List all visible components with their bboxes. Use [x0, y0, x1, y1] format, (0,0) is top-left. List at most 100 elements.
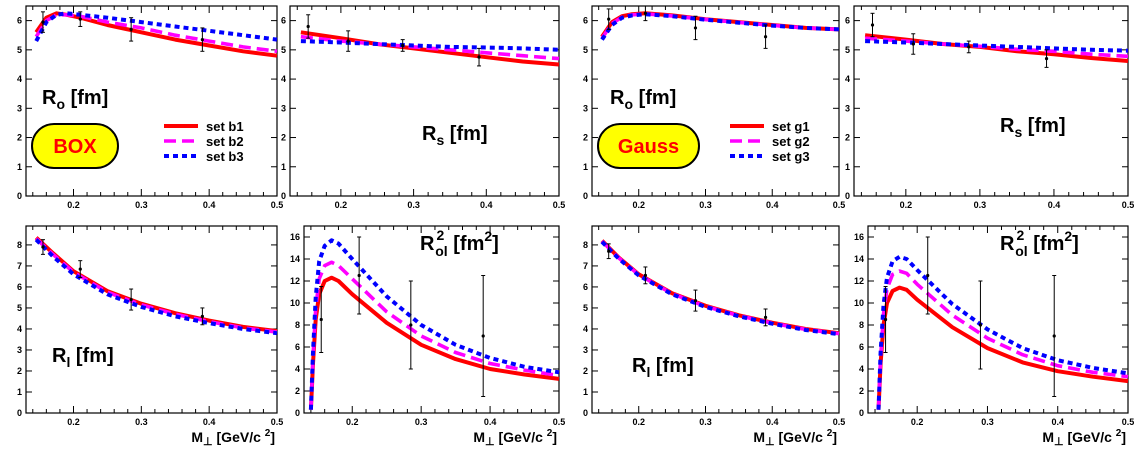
x-tick-label: 0.4	[203, 417, 216, 427]
x-tick-label: 0.3	[135, 417, 148, 427]
y-tick-label: 3	[583, 345, 588, 355]
panel-title: R 2 ol [fm2]	[420, 227, 499, 259]
plot-frame	[303, 225, 560, 414]
data-point	[883, 317, 888, 322]
x-tick-label: 0.5	[553, 200, 566, 210]
series-line-2	[34, 238, 278, 336]
y-tick-label: 0	[17, 191, 22, 201]
y-tick-label: 8	[583, 240, 588, 250]
y-tick-label: 0	[295, 408, 300, 418]
y-tick-label: 2	[583, 366, 588, 376]
x-tick-label: 0.3	[981, 417, 994, 427]
y-tick-label: 0	[17, 408, 22, 418]
data-point	[319, 317, 323, 322]
x-axis-label-unit: [GeV/c	[1064, 429, 1116, 445]
data-point	[911, 42, 915, 46]
y-tick-label: 8	[17, 240, 22, 250]
x-axis-label-unit: [GeV/c	[213, 429, 265, 445]
y-tick-label: 6	[583, 16, 588, 26]
panel-title-close: ]	[1072, 233, 1079, 255]
series-line-2	[600, 12, 840, 41]
y-tick-label: 5	[281, 45, 286, 55]
y-tick-label: 7	[583, 261, 588, 271]
x-tick-label: 0.5	[553, 417, 566, 427]
panel-title: Rs [fm]	[1000, 115, 1066, 140]
y-tick-label: 16	[854, 232, 864, 242]
x-tick-label: 0.5	[833, 417, 846, 427]
y-tick-label: 2	[17, 133, 22, 143]
series-line-0	[34, 236, 278, 334]
data-point	[41, 245, 45, 249]
y-tick-label: 1	[583, 162, 588, 172]
legend-label: set g3	[772, 149, 810, 164]
x-tick-label: 0.4	[766, 200, 779, 210]
x-tick-label: 0.2	[900, 200, 913, 210]
y-tick-label: 3	[583, 103, 588, 113]
data-point	[643, 11, 648, 15]
y-tick-label: 2	[17, 366, 22, 376]
panel-title-sub: l	[646, 364, 650, 380]
panel-title-main: R	[632, 355, 647, 377]
x-axis-label-unit: [GeV/c	[495, 429, 547, 445]
panel-title-main: R	[52, 345, 67, 367]
data-point	[607, 249, 611, 253]
x-axis-label-close: ]	[552, 429, 557, 445]
y-tick-label: 6	[17, 16, 22, 26]
data-point	[1052, 334, 1056, 338]
panel-title-unit: [fm]	[65, 87, 108, 109]
y-tick-label: 12	[854, 276, 864, 286]
data-point	[306, 24, 310, 29]
panel-title-sub: s	[1014, 124, 1022, 140]
plot-frame	[591, 5, 840, 197]
data-point	[409, 323, 413, 327]
x-axis-label: M⊥ [GeV/c 2]	[473, 428, 557, 448]
y-tick-label: 4	[845, 74, 850, 84]
plot-frame	[289, 5, 560, 197]
y-tick-label: 8	[295, 320, 300, 330]
data-point	[643, 273, 648, 277]
data-point	[200, 38, 204, 42]
y-tick-label: 2	[859, 386, 864, 396]
panel-title-sup: 2	[1016, 227, 1024, 243]
y-tick-label: 5	[17, 45, 22, 55]
x-axis-label-main: M	[1042, 429, 1054, 445]
data-point	[78, 17, 82, 21]
panel-box-rl: 0 1 2 3 4 5 6 7 8 0.2 0.3 0.4 0.5 Rl [fm] M⊥ [GeV/c 2]	[17, 225, 283, 448]
y-tick-label: 2	[281, 133, 286, 143]
badge-box	[31, 123, 119, 169]
x-tick-label: 0.3	[415, 417, 428, 427]
panel-title-sub: o	[624, 96, 633, 112]
plot-frame	[853, 5, 1129, 197]
y-tick-label: 1	[17, 162, 22, 172]
y-tick-label: 3	[845, 103, 850, 113]
y-tick-label: 4	[859, 364, 864, 374]
x-tick-label: 0.5	[833, 200, 846, 210]
badge-gauss	[597, 123, 700, 169]
plot-frame	[591, 225, 840, 414]
plot-frame	[867, 225, 1129, 414]
y-tick-label: 4	[295, 364, 300, 374]
y-tick-label: 5	[845, 45, 850, 55]
y-tick-label: 0	[859, 408, 864, 418]
x-tick-label: 0.5	[1122, 200, 1135, 210]
data-point	[693, 298, 698, 303]
series-line-0	[876, 285, 1129, 410]
x-axis-label: M⊥ [GeV/c 2]	[753, 428, 837, 448]
panel-title-sub: ol	[435, 243, 447, 259]
x-axis-label-main: M	[473, 429, 485, 445]
x-tick-label: 0.2	[346, 417, 359, 427]
data-point	[129, 27, 133, 31]
plot-frame	[25, 5, 278, 197]
x-tick-label: 0.2	[335, 200, 348, 210]
x-axis-label-sup: 2	[1116, 428, 1122, 439]
panel-title-unit-sup: 2	[484, 228, 492, 244]
data-point	[763, 315, 768, 319]
series-line-2	[600, 240, 840, 337]
badge-text: BOX	[53, 136, 97, 158]
panel-title-unit: [fm]	[70, 345, 113, 367]
x-tick-label: 0.4	[484, 417, 497, 427]
series-line-1	[309, 260, 560, 410]
series-line-1	[600, 239, 840, 336]
series-line-2	[308, 238, 560, 410]
